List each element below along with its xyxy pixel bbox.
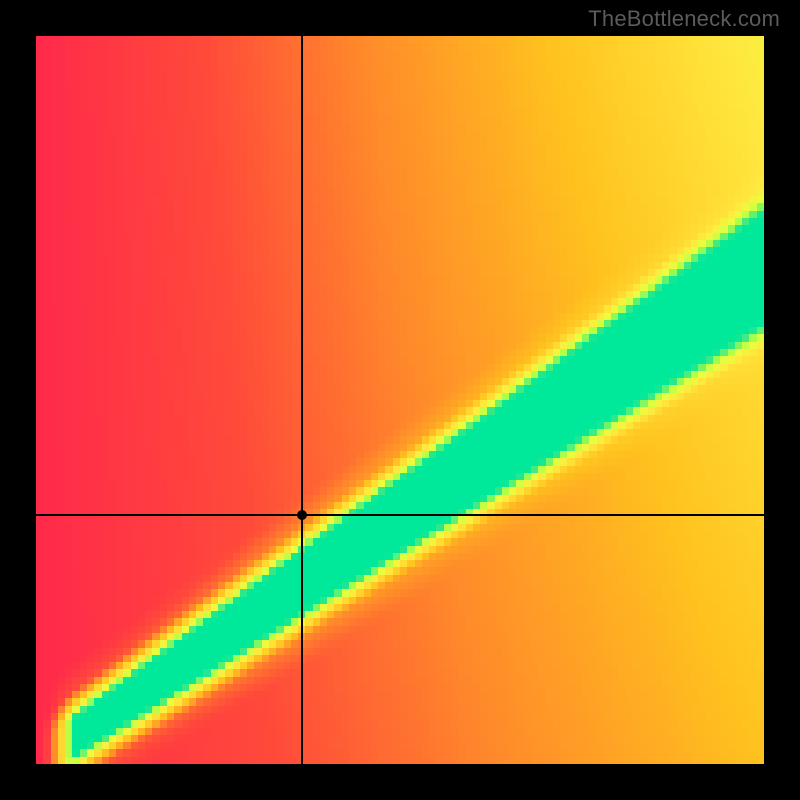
- heatmap-canvas: [36, 36, 764, 764]
- watermark-text: TheBottleneck.com: [588, 6, 780, 32]
- chart-container: TheBottleneck.com: [0, 0, 800, 800]
- plot-area: [36, 36, 764, 764]
- crosshair-horizontal: [36, 514, 764, 516]
- crosshair-point: [297, 510, 307, 520]
- crosshair-vertical: [301, 36, 303, 764]
